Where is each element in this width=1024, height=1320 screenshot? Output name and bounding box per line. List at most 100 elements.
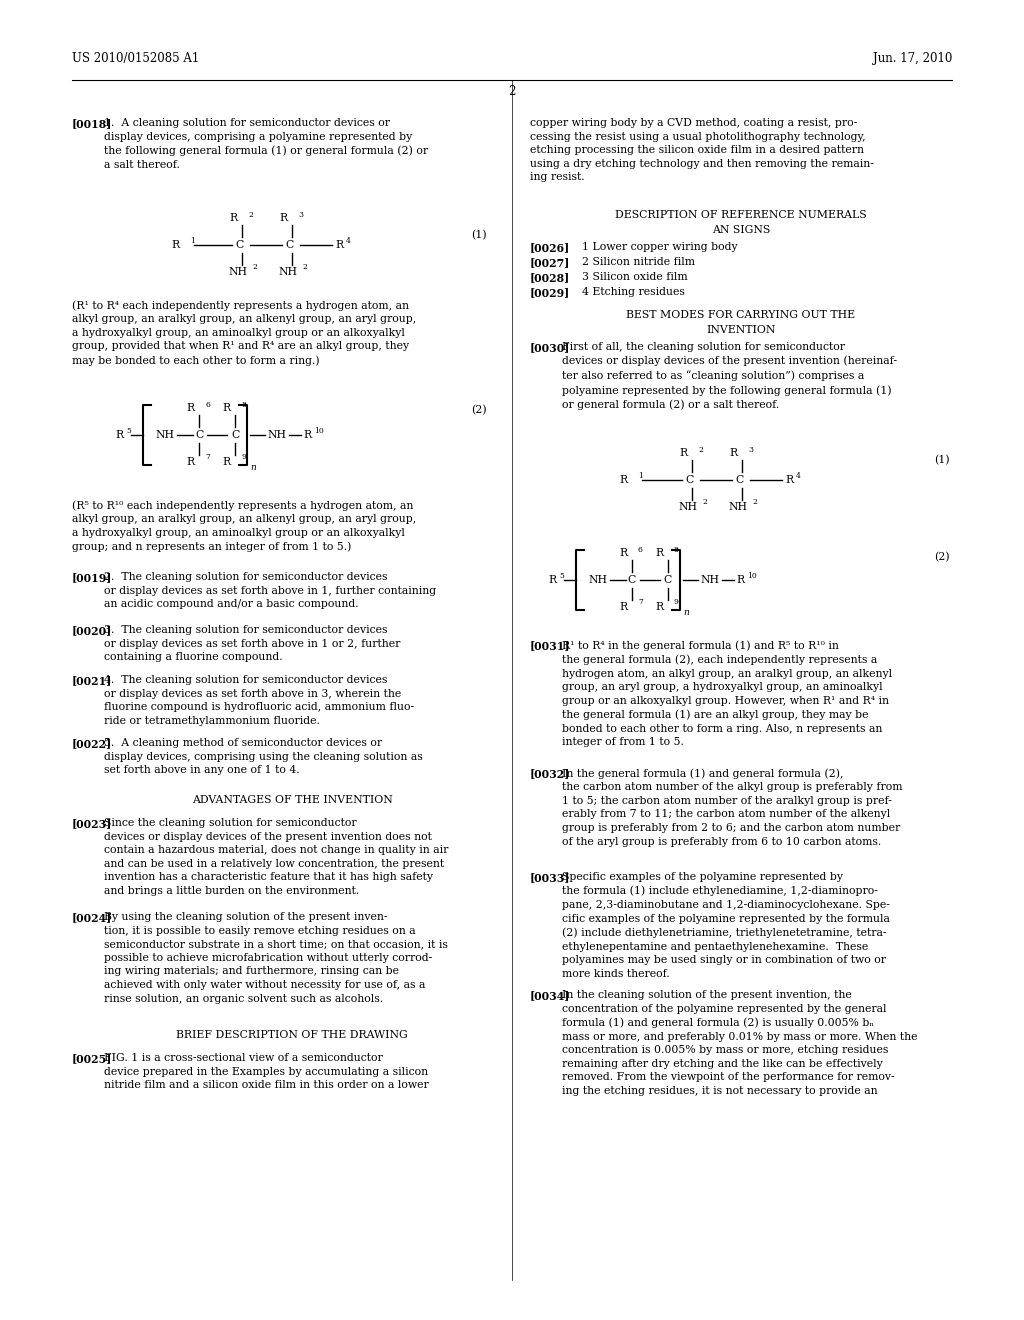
Text: 2: 2 xyxy=(252,263,257,271)
Text: BEST MODES FOR CARRYING OUT THE: BEST MODES FOR CARRYING OUT THE xyxy=(627,310,856,319)
Text: 2: 2 xyxy=(302,263,307,271)
Text: 7: 7 xyxy=(638,598,643,606)
Text: R: R xyxy=(620,548,628,558)
Text: 4: 4 xyxy=(796,473,801,480)
Text: NH: NH xyxy=(155,430,174,440)
Text: R: R xyxy=(620,475,628,484)
Text: C: C xyxy=(628,576,636,585)
Text: R: R xyxy=(172,240,180,249)
Text: 10: 10 xyxy=(746,572,757,579)
Text: R: R xyxy=(680,447,688,458)
Text: C: C xyxy=(195,430,203,440)
Text: 1 Lower copper wiring body: 1 Lower copper wiring body xyxy=(582,242,737,252)
Text: 6: 6 xyxy=(205,401,210,409)
Text: 3: 3 xyxy=(748,446,753,454)
Text: 3.  The cleaning solution for semiconductor devices
or display devices as set fo: 3. The cleaning solution for semiconduct… xyxy=(104,624,400,663)
Text: [0018]: [0018] xyxy=(72,117,113,129)
Text: 3: 3 xyxy=(298,211,303,219)
Text: AN SIGNS: AN SIGNS xyxy=(712,224,770,235)
Text: [0032]: [0032] xyxy=(530,768,570,779)
Text: 2: 2 xyxy=(508,84,516,98)
Text: DESCRIPTION OF REFERENCE NUMERALS: DESCRIPTION OF REFERENCE NUMERALS xyxy=(615,210,866,220)
Text: [0022]: [0022] xyxy=(72,738,113,748)
Text: R¹ to R⁴ in the general formula (1) and R⁵ to R¹⁰ in
the general formula (2), ea: R¹ to R⁴ in the general formula (1) and … xyxy=(562,640,892,747)
Text: 7: 7 xyxy=(205,453,210,461)
Text: C: C xyxy=(736,475,744,484)
Text: NH: NH xyxy=(700,576,719,585)
Text: C: C xyxy=(230,430,240,440)
Text: [0033]: [0033] xyxy=(530,873,570,883)
Text: [0034]: [0034] xyxy=(530,990,570,1001)
Text: R: R xyxy=(280,213,288,223)
Text: R: R xyxy=(736,576,744,585)
Text: [0027]: [0027] xyxy=(530,257,570,268)
Text: R: R xyxy=(656,548,664,558)
Text: NH: NH xyxy=(678,502,697,512)
Text: 5.  A cleaning method of semiconductor devices or
display devices, comprising us: 5. A cleaning method of semiconductor de… xyxy=(104,738,423,775)
Text: Specific examples of the polyamine represented by
the formula (1) include ethyle: Specific examples of the polyamine repre… xyxy=(562,873,890,979)
Text: 1.  A cleaning solution for semiconductor devices or
display devices, comprising: 1. A cleaning solution for semiconductor… xyxy=(104,117,428,169)
Text: R: R xyxy=(115,430,123,440)
Text: [0021]: [0021] xyxy=(72,675,113,686)
Text: n: n xyxy=(683,609,689,616)
Text: 6: 6 xyxy=(638,546,643,554)
Text: 2: 2 xyxy=(248,211,253,219)
Text: R: R xyxy=(620,602,628,612)
Text: [0031]: [0031] xyxy=(530,640,570,651)
Text: 1: 1 xyxy=(190,238,195,246)
Text: 9: 9 xyxy=(674,598,679,606)
Text: [0028]: [0028] xyxy=(530,272,570,282)
Text: 2 Silicon nitride film: 2 Silicon nitride film xyxy=(582,257,695,267)
Text: C: C xyxy=(686,475,694,484)
Text: C: C xyxy=(664,576,672,585)
Text: NH: NH xyxy=(228,267,247,277)
Text: In the general formula (1) and general formula (2),
the carbon atom number of th: In the general formula (1) and general f… xyxy=(562,768,902,846)
Text: ADVANTAGES OF THE INVENTION: ADVANTAGES OF THE INVENTION xyxy=(191,795,392,805)
Text: R: R xyxy=(656,602,664,612)
Text: US 2010/0152085 A1: US 2010/0152085 A1 xyxy=(72,51,200,65)
Text: 2: 2 xyxy=(752,498,757,506)
Text: 4.  The cleaning solution for semiconductor devices
or display devices as set fo: 4. The cleaning solution for semiconduct… xyxy=(104,675,414,726)
Text: [0029]: [0029] xyxy=(530,286,570,298)
Text: (2): (2) xyxy=(934,552,950,562)
Text: (R¹ to R⁴ each independently represents a hydrogen atom, an
alkyl group, an aral: (R¹ to R⁴ each independently represents … xyxy=(72,300,416,366)
Text: NH: NH xyxy=(267,430,286,440)
Text: (1): (1) xyxy=(934,455,950,466)
Text: 10: 10 xyxy=(314,426,324,436)
Text: 5: 5 xyxy=(559,572,564,579)
Text: BRIEF DESCRIPTION OF THE DRAWING: BRIEF DESCRIPTION OF THE DRAWING xyxy=(176,1030,408,1040)
Text: R: R xyxy=(186,403,195,413)
Text: 9: 9 xyxy=(241,453,246,461)
Text: NH: NH xyxy=(278,267,297,277)
Text: 4 Etching residues: 4 Etching residues xyxy=(582,286,685,297)
Text: 4: 4 xyxy=(346,238,351,246)
Text: R: R xyxy=(335,240,343,249)
Text: (R⁵ to R¹⁰ each independently represents a hydrogen atom, an
alkyl group, an ara: (R⁵ to R¹⁰ each independently represents… xyxy=(72,500,416,552)
Text: R: R xyxy=(186,457,195,467)
Text: [0024]: [0024] xyxy=(72,912,113,923)
Text: (1): (1) xyxy=(471,230,487,240)
Text: 8: 8 xyxy=(674,546,679,554)
Text: [0030]: [0030] xyxy=(530,342,570,352)
Text: R: R xyxy=(548,576,556,585)
Text: (2): (2) xyxy=(471,405,487,416)
Text: C: C xyxy=(286,240,294,249)
Text: R: R xyxy=(730,447,738,458)
Text: R: R xyxy=(229,213,238,223)
Text: Since the cleaning solution for semiconductor
devices or display devices of the : Since the cleaning solution for semicond… xyxy=(104,818,449,896)
Text: NH: NH xyxy=(728,502,746,512)
Text: 3 Silicon oxide film: 3 Silicon oxide film xyxy=(582,272,688,282)
Text: R: R xyxy=(303,430,311,440)
Text: [0025]: [0025] xyxy=(72,1053,113,1064)
Text: 2: 2 xyxy=(702,498,707,506)
Text: n: n xyxy=(250,463,256,473)
Text: 2: 2 xyxy=(698,446,702,454)
Text: R: R xyxy=(223,403,231,413)
Text: INVENTION: INVENTION xyxy=(707,325,776,335)
Text: [0023]: [0023] xyxy=(72,818,113,829)
Text: copper wiring body by a CVD method, coating a resist, pro-
cessing the resist us: copper wiring body by a CVD method, coat… xyxy=(530,117,873,182)
Text: 5: 5 xyxy=(126,426,131,436)
Text: 2.  The cleaning solution for semiconductor devices
or display devices as set fo: 2. The cleaning solution for semiconduct… xyxy=(104,572,436,610)
Text: [0020]: [0020] xyxy=(72,624,113,636)
Text: [0019]: [0019] xyxy=(72,572,113,583)
